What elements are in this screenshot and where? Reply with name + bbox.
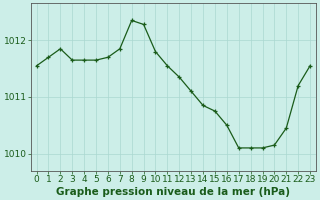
- X-axis label: Graphe pression niveau de la mer (hPa): Graphe pression niveau de la mer (hPa): [56, 187, 290, 197]
